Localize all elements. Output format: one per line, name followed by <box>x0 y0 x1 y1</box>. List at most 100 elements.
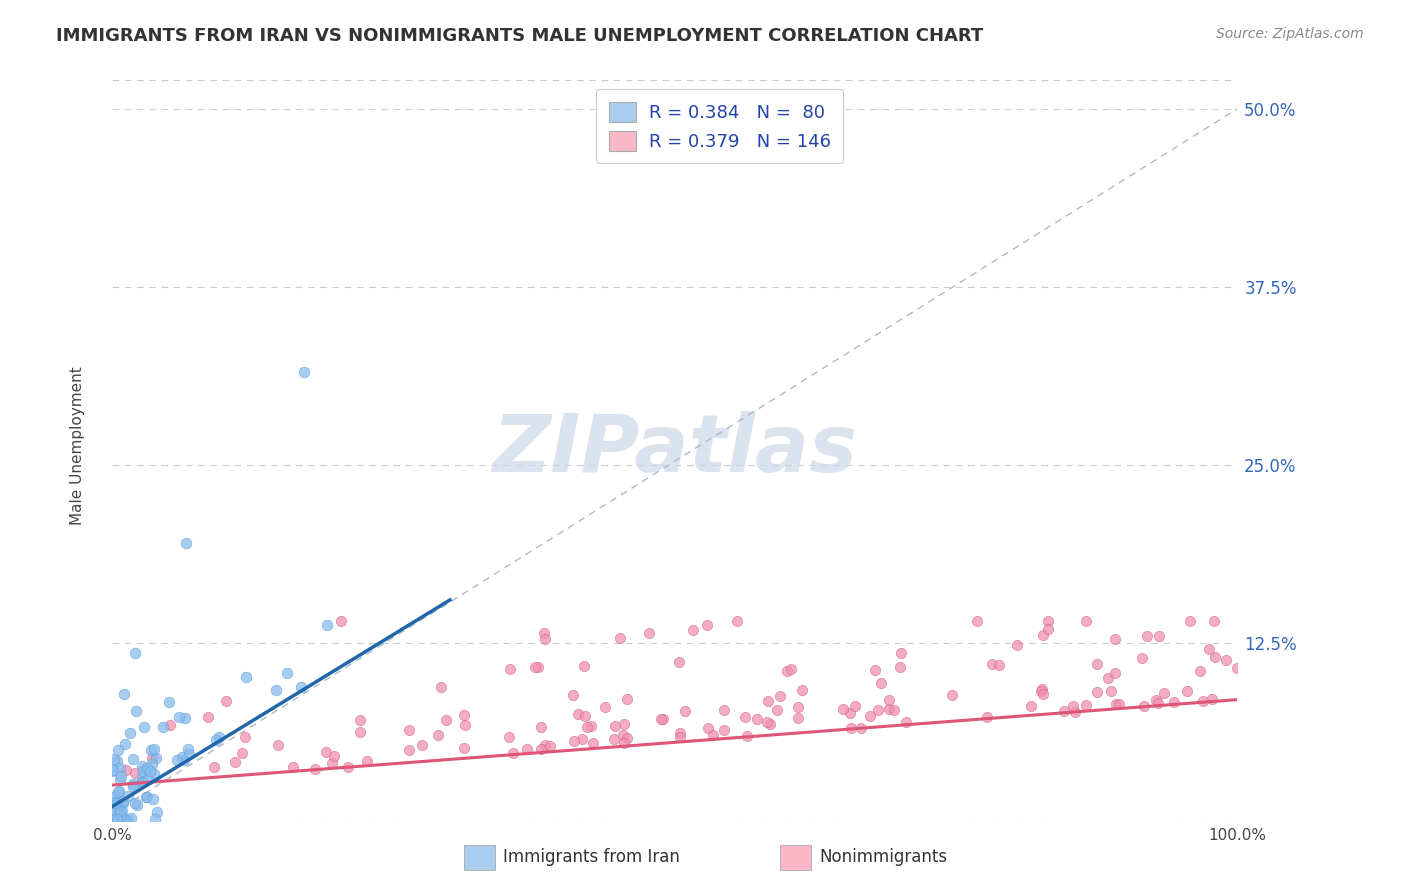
Point <box>132 720 155 734</box>
Point <box>110 804 132 818</box>
Point <box>702 728 724 742</box>
Point <box>1032 687 1054 701</box>
Point <box>398 723 420 737</box>
Point <box>105 754 128 768</box>
Point <box>122 752 145 766</box>
Point <box>131 764 153 778</box>
Point <box>131 775 153 789</box>
Point <box>941 688 963 702</box>
Point <box>638 626 661 640</box>
Point <box>202 760 225 774</box>
Point <box>571 732 593 747</box>
Point <box>668 655 690 669</box>
Point <box>107 743 129 757</box>
Point <box>605 718 627 732</box>
Point <box>792 682 814 697</box>
Point <box>110 773 132 788</box>
Point <box>502 746 524 760</box>
Point <box>725 615 748 629</box>
Point <box>561 688 583 702</box>
Point <box>713 723 735 738</box>
Point <box>1104 666 1126 681</box>
Point <box>122 777 145 791</box>
Point <box>132 774 155 789</box>
Point <box>889 646 911 660</box>
Point <box>157 695 180 709</box>
Text: Source: ZipAtlas.com: Source: ZipAtlas.com <box>1216 27 1364 41</box>
Point <box>1198 641 1220 656</box>
Point <box>173 711 195 725</box>
Point <box>769 689 792 703</box>
Point <box>1036 615 1059 629</box>
Point <box>1178 615 1201 629</box>
Point <box>174 536 197 550</box>
Point <box>613 716 636 731</box>
Point <box>859 709 882 723</box>
Point <box>177 742 200 756</box>
Point <box>1019 699 1042 714</box>
Point <box>1036 623 1059 637</box>
Point <box>579 718 602 732</box>
Point <box>734 710 756 724</box>
Text: Immigrants from Iran: Immigrants from Iran <box>503 848 681 866</box>
Point <box>1099 684 1122 698</box>
Point <box>1029 684 1052 698</box>
Point <box>134 762 156 776</box>
Point <box>1104 632 1126 646</box>
Point <box>735 729 758 743</box>
Point <box>110 809 132 823</box>
Point <box>166 753 188 767</box>
Point <box>776 664 799 678</box>
Point <box>105 812 128 826</box>
Point <box>108 807 131 822</box>
Point <box>124 766 146 780</box>
Point <box>1204 615 1226 629</box>
Point <box>976 710 998 724</box>
Text: Male Unemployment: Male Unemployment <box>70 367 84 525</box>
Point <box>110 804 132 818</box>
Point <box>108 784 131 798</box>
Point <box>1108 697 1130 711</box>
Point <box>1063 705 1085 719</box>
Point <box>1097 671 1119 685</box>
Point <box>1226 661 1249 675</box>
Point <box>533 626 555 640</box>
Point <box>1147 629 1170 643</box>
Point <box>231 746 253 760</box>
Point <box>337 759 360 773</box>
Text: ZIPatlas: ZIPatlas <box>492 411 858 490</box>
Point <box>141 743 163 757</box>
Point <box>1136 629 1159 643</box>
Point <box>966 615 988 629</box>
Point <box>235 670 257 684</box>
Point <box>101 763 124 777</box>
Point <box>1053 704 1076 718</box>
Point <box>322 748 344 763</box>
Point <box>131 758 153 772</box>
Point <box>136 790 159 805</box>
Point <box>141 757 163 772</box>
Point <box>233 731 256 745</box>
Point <box>110 769 132 783</box>
Point <box>682 623 704 637</box>
Point <box>434 714 457 728</box>
Point <box>143 741 166 756</box>
Point <box>766 703 789 717</box>
Point <box>1085 657 1108 672</box>
Point <box>838 706 860 721</box>
Point <box>103 751 125 765</box>
Point <box>224 755 246 769</box>
Point <box>349 725 371 739</box>
Point <box>603 731 626 746</box>
Point <box>865 663 887 677</box>
Point <box>1191 694 1213 708</box>
Point <box>207 731 229 745</box>
Point <box>523 660 546 674</box>
Point <box>516 742 538 756</box>
Point <box>101 796 124 810</box>
Point <box>1074 698 1097 713</box>
Point <box>696 617 718 632</box>
Point <box>111 794 134 808</box>
Point <box>870 676 893 690</box>
Point <box>879 693 901 707</box>
